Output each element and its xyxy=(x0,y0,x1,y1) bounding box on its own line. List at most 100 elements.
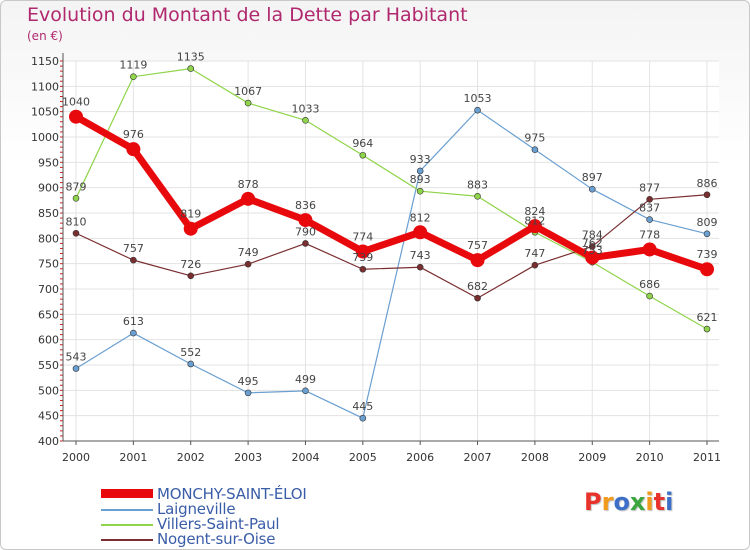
plot-area xyxy=(63,61,719,441)
data-point xyxy=(241,191,256,206)
x-tick-label: 2004 xyxy=(291,451,319,464)
data-point xyxy=(642,242,657,257)
y-tick-label: 500 xyxy=(38,384,59,397)
x-tick-label: 2006 xyxy=(406,451,434,464)
data-point xyxy=(359,414,367,422)
y-tick-label: 950 xyxy=(38,156,59,169)
data-point xyxy=(646,216,653,223)
data-point xyxy=(72,365,80,372)
data-point xyxy=(72,229,80,237)
data-label: 877 xyxy=(639,181,660,194)
data-label: 836 xyxy=(295,199,316,212)
data-label: 812 xyxy=(410,211,431,224)
x-tick-label: 2000 xyxy=(62,451,90,464)
logo-letter: t xyxy=(653,488,666,516)
data-point xyxy=(244,389,252,397)
x-tick-label: 2001 xyxy=(119,451,147,464)
data-label: 495 xyxy=(238,375,259,388)
legend-swatch xyxy=(101,524,153,526)
y-tick-label: 850 xyxy=(38,207,59,220)
x-tick-label: 2009 xyxy=(578,451,606,464)
data-point xyxy=(244,260,252,268)
data-label: 621 xyxy=(697,311,718,324)
x-tick-label: 2007 xyxy=(464,451,492,464)
data-point xyxy=(72,195,80,202)
data-point xyxy=(703,325,711,333)
y-tick-label: 400 xyxy=(38,435,59,448)
y-tick-label: 700 xyxy=(38,283,59,296)
data-point xyxy=(646,196,653,203)
data-label: 762 xyxy=(582,237,603,250)
data-point xyxy=(416,167,424,175)
grid xyxy=(63,60,719,442)
data-point xyxy=(302,240,309,247)
data-point xyxy=(474,192,481,200)
data-point xyxy=(413,225,428,240)
data-point xyxy=(703,230,711,238)
legend-swatch xyxy=(101,539,153,541)
series-line xyxy=(75,194,708,299)
x-tick-label: 2005 xyxy=(349,451,377,464)
logo-letter: o xyxy=(613,488,630,516)
data-point xyxy=(302,387,309,395)
data-point xyxy=(126,142,141,157)
data-point xyxy=(187,360,195,368)
data-label: 976 xyxy=(123,128,144,141)
logo-letter: x xyxy=(629,488,646,516)
data-label: 897 xyxy=(582,171,603,184)
data-label: 499 xyxy=(295,373,316,386)
x-tick-label: 2011 xyxy=(693,451,721,464)
logo-letter: P xyxy=(584,488,602,516)
data-label: 837 xyxy=(639,202,660,215)
data-point xyxy=(355,244,370,259)
y-tick-label: 750 xyxy=(38,258,59,271)
data-point xyxy=(416,263,424,271)
data-point xyxy=(588,243,596,250)
series-line xyxy=(72,113,711,273)
data-label: 893 xyxy=(410,173,431,186)
data-point xyxy=(470,253,485,268)
data-label: 778 xyxy=(639,228,660,241)
data-label: 809 xyxy=(697,216,718,229)
legend-swatch xyxy=(101,509,153,511)
data-point xyxy=(130,329,137,337)
y-tick-label: 550 xyxy=(38,359,59,372)
data-point xyxy=(187,272,195,280)
data-point xyxy=(69,109,83,124)
data-point xyxy=(359,265,367,273)
legend-swatch xyxy=(101,489,153,498)
data-label: 1119 xyxy=(119,59,147,72)
series-line xyxy=(75,67,708,330)
data-point xyxy=(302,116,309,124)
data-point xyxy=(531,146,539,153)
data-label: 886 xyxy=(697,177,718,190)
data-point xyxy=(183,221,198,236)
proxiti-logo: Proxiti xyxy=(584,488,673,516)
data-label: 726 xyxy=(180,258,201,271)
data-label: 824 xyxy=(524,205,545,218)
data-label: 879 xyxy=(66,180,87,193)
y-tick-label: 1150 xyxy=(31,55,59,68)
data-label: 739 xyxy=(352,251,373,264)
series xyxy=(69,65,714,422)
data-point xyxy=(531,261,539,269)
data-label: 686 xyxy=(639,278,660,291)
data-label: 1040 xyxy=(62,96,90,109)
data-point xyxy=(703,191,711,199)
data-point xyxy=(588,185,596,193)
y-tick-label: 1000 xyxy=(31,131,59,144)
data-point xyxy=(474,106,481,114)
data-point xyxy=(244,99,252,107)
data-label: 878 xyxy=(238,178,259,191)
data-labels: 1040 976 819 878 836 774 812 757 824 762 778 739 543… xyxy=(62,51,718,414)
y-tick-label: 450 xyxy=(38,410,59,423)
unit-label: (en €) xyxy=(27,29,63,43)
series-line xyxy=(75,109,708,419)
data-label: 774 xyxy=(352,231,373,244)
data-point xyxy=(646,292,653,300)
data-label: 613 xyxy=(123,315,144,328)
data-label: 1067 xyxy=(234,85,262,98)
axes: 400 450 500 550 600 650 700 750 800 850 900 950 1000… xyxy=(31,53,721,464)
legend-label: MONCHY-SAINT-ÉLOI xyxy=(157,485,307,503)
